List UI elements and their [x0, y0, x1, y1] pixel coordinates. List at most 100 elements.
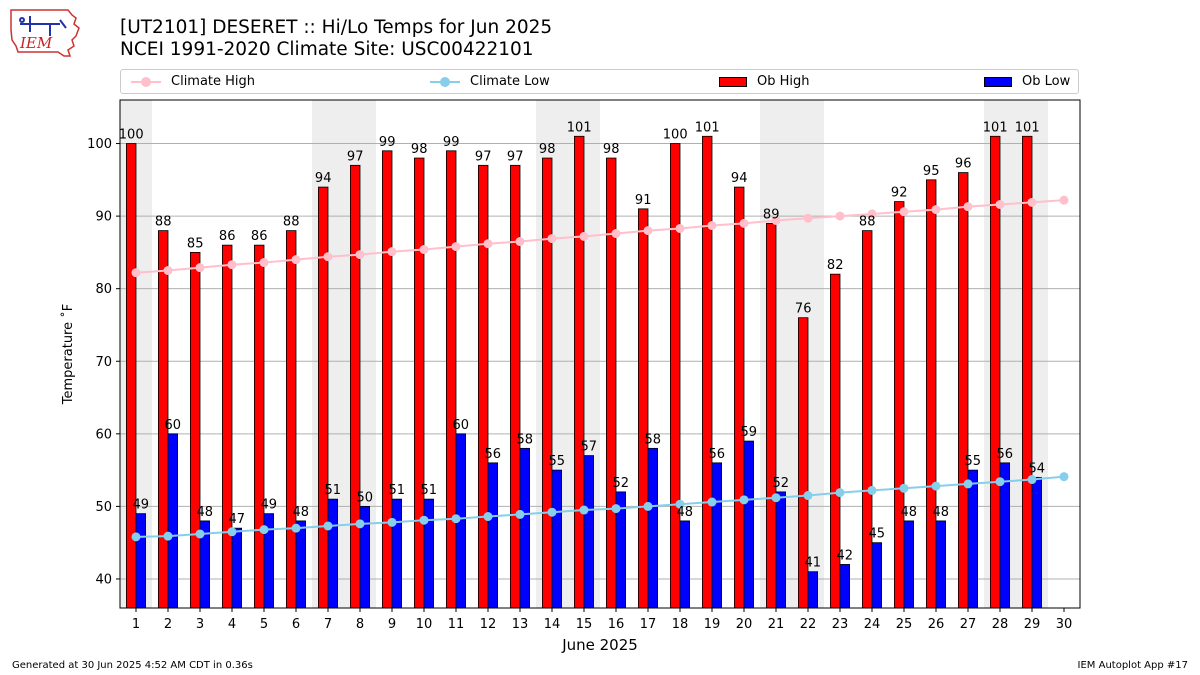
- x-axis-label: June 2025: [561, 636, 638, 654]
- plot-frame: [119, 99, 1081, 609]
- climate-low-point-10: [419, 515, 429, 525]
- ob-low-label-21: 52: [773, 476, 790, 491]
- ob-low-label-26: 48: [933, 505, 950, 520]
- ob-low-bar-27: [967, 469, 979, 609]
- ob-high-label-11: 99: [443, 135, 460, 150]
- ob-high-label-29: 101: [1015, 120, 1040, 135]
- climate-high-point-5: [259, 258, 269, 268]
- climate-low-point-23: [835, 488, 845, 498]
- climate-high-point-14: [547, 234, 557, 244]
- x-tick-label-18: 18: [672, 617, 689, 632]
- ob-low-bar-15: [583, 455, 595, 609]
- y-tick-label-80: 80: [95, 282, 112, 297]
- x-tick-label-6: 6: [292, 617, 300, 632]
- ob-high-label-21: 89: [763, 207, 780, 222]
- climate-high-point-26: [931, 205, 941, 215]
- ob-low-bar-4: [231, 527, 243, 609]
- ob-high-label-2: 88: [155, 215, 172, 230]
- x-tick-label-27: 27: [960, 617, 977, 632]
- ob-low-label-19: 56: [709, 447, 726, 462]
- ob-low-label-1: 49: [133, 498, 150, 513]
- climate-high-point-15: [579, 231, 589, 241]
- x-tick-label-12: 12: [480, 617, 497, 632]
- climate-low-point-5: [259, 525, 269, 535]
- ob-high-bar-21: [766, 222, 777, 609]
- ob-low-label-4: 47: [229, 512, 246, 527]
- ob-low-label-9: 51: [389, 483, 406, 498]
- climate-high-point-16: [611, 229, 621, 239]
- ob-low-bar-10: [423, 498, 435, 609]
- ob-low-label-28: 56: [997, 447, 1014, 462]
- legend-ob-high: Ob High: [719, 70, 810, 93]
- ob-low-label-22: 41: [805, 556, 822, 571]
- y-axis-label: Temperature ˚F: [60, 304, 76, 405]
- ob-high-bar-8: [349, 164, 361, 609]
- climate-low-point-1: [131, 532, 141, 542]
- ob-low-label-18: 48: [677, 505, 694, 520]
- climate-high-point-28: [995, 200, 1005, 210]
- ob-low-bar-6: [295, 520, 307, 609]
- climate-low-point-12: [483, 512, 493, 522]
- generated-timestamp: Generated at 30 Jun 2025 4:52 AM CDT in …: [12, 660, 253, 671]
- x-tick-label-14: 14: [544, 617, 561, 632]
- climate-high-point-17: [643, 226, 653, 236]
- x-tick-label-5: 5: [260, 617, 268, 632]
- climate-low-point-6: [291, 523, 301, 533]
- ob-low-label-12: 56: [485, 447, 502, 462]
- y-tick-label-50: 50: [95, 500, 112, 515]
- legend-climate-low-label: Climate Low: [470, 74, 550, 89]
- ob-low-bar-21: [775, 491, 787, 609]
- climate-low-point-28: [995, 477, 1005, 487]
- x-tick-label-4: 4: [228, 617, 236, 632]
- ob-low-label-3: 48: [197, 505, 214, 520]
- ob-low-label-23: 42: [837, 548, 854, 563]
- ob-high-label-27: 96: [955, 157, 972, 172]
- ob-low-bar-24: [871, 542, 883, 609]
- climate-high-point-27: [963, 202, 973, 212]
- ob-high-bar-24: [862, 230, 873, 609]
- legend-ob-low-swatch: [984, 76, 1012, 87]
- ob-low-bar-7: [327, 498, 339, 609]
- ob-low-label-15: 57: [581, 440, 598, 455]
- climate-high-point-8: [355, 250, 365, 260]
- chart-legend: Climate High Climate Low Ob High Ob Low: [120, 69, 1079, 94]
- climate-high-point-2: [163, 266, 173, 276]
- x-tick-label-26: 26: [928, 617, 945, 632]
- ob-high-bar-17: [638, 208, 649, 609]
- climate-high-point-3: [195, 263, 205, 273]
- ob-low-bar-1: [135, 513, 147, 609]
- ob-high-bar-4: [221, 244, 233, 609]
- climate-low-point-2: [163, 531, 173, 541]
- ob-low-bar-14: [551, 469, 563, 609]
- ob-high-label-9: 99: [379, 135, 396, 150]
- climate-high-point-7: [323, 252, 333, 262]
- ob-high-bar-12: [477, 164, 489, 609]
- logo-text: IEM: [19, 34, 53, 52]
- ob-low-label-6: 48: [293, 505, 310, 520]
- legend-climate-high-label: Climate High: [171, 74, 256, 89]
- ob-high-bar-10: [413, 157, 425, 609]
- ob-low-bar-17: [647, 447, 659, 609]
- x-tick-label-24: 24: [864, 617, 881, 632]
- ob-high-bar-27: [958, 172, 969, 609]
- ob-high-bar-19: [702, 135, 713, 609]
- legend-climate-low-swatch: [430, 76, 460, 88]
- ob-low-bar-2: [167, 433, 179, 609]
- climate-low-point-13: [515, 509, 525, 519]
- x-tick-label-2: 2: [164, 617, 172, 632]
- ob-high-bar-14: [542, 157, 553, 609]
- ob-high-bar-16: [606, 157, 617, 609]
- ob-high-label-26: 95: [923, 164, 940, 179]
- ob-high-bar-9: [381, 150, 393, 609]
- chart-title: [UT2101] DESERET :: Hi/Lo Temps for Jun …: [120, 17, 553, 38]
- ob-high-label-6: 88: [283, 215, 300, 230]
- climate-low-line: [135, 475, 1065, 538]
- ob-low-label-14: 55: [549, 454, 566, 469]
- y-tick-label-60: 60: [95, 427, 112, 442]
- climate-high-point-18: [675, 223, 685, 233]
- ob-high-label-20: 94: [731, 171, 748, 186]
- ob-low-bar-12: [487, 462, 499, 609]
- y-tick-label-100: 100: [87, 137, 112, 152]
